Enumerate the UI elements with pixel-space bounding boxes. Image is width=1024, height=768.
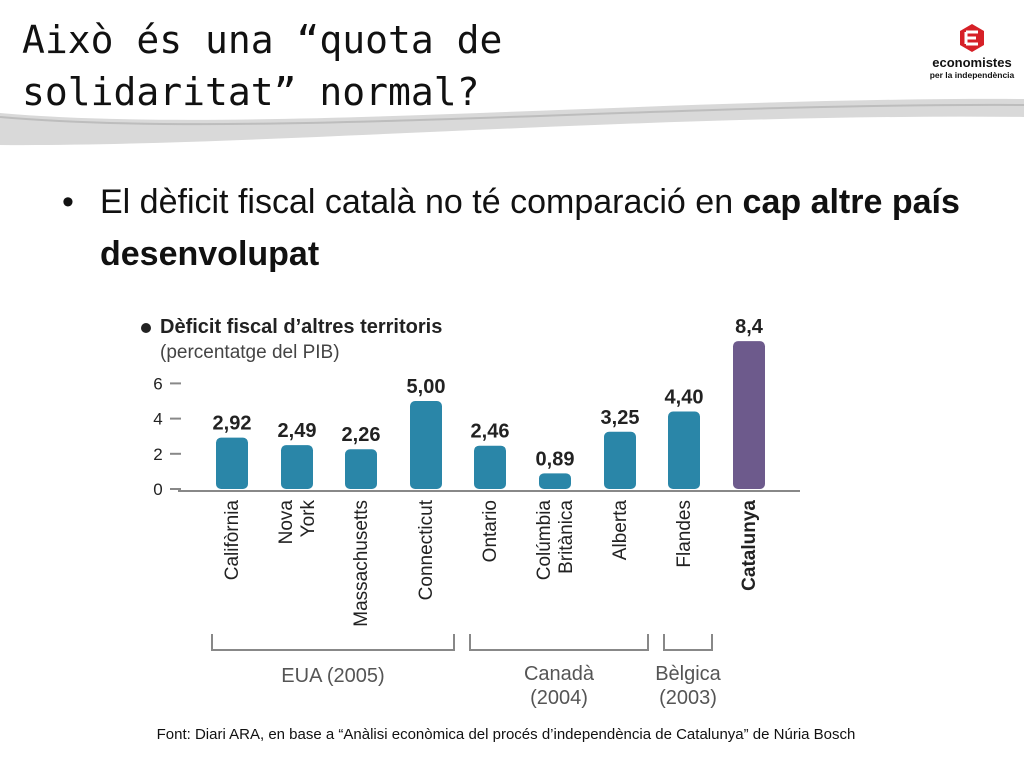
category-label-word: Alberta bbox=[610, 500, 631, 561]
group-bracket bbox=[211, 634, 455, 651]
group-label-line: (2003) bbox=[659, 687, 717, 709]
bar bbox=[410, 401, 442, 489]
category-label-word: Connecticut bbox=[416, 499, 437, 600]
category-label-word: Nova bbox=[276, 500, 297, 545]
bullet-text-bold: cap altre país desenvolupat bbox=[100, 183, 960, 273]
source-caption: Font: Diari ARA, en base a “Anàlisi econ… bbox=[156, 726, 856, 743]
category-label: Colúmbia Britànica bbox=[534, 500, 577, 581]
bar bbox=[733, 341, 765, 489]
title-line-1: Això és una “quota de bbox=[22, 18, 503, 62]
bar bbox=[216, 437, 248, 489]
bar-value-label: 5,00 bbox=[407, 376, 446, 398]
bar bbox=[604, 431, 636, 489]
category-label-word: Britànica bbox=[556, 500, 577, 574]
bar-value-label: 2,92 bbox=[213, 413, 252, 435]
group-label-line: Bèlgica bbox=[655, 663, 721, 685]
bar-value-label: 2,46 bbox=[471, 421, 510, 443]
y-tick-label: 4 bbox=[153, 410, 162, 429]
bar-value-label: 8,4 bbox=[735, 316, 764, 338]
group-label-line: Canadà bbox=[524, 663, 595, 685]
category-label: Nova York bbox=[276, 500, 319, 545]
category-label: Catalunya bbox=[739, 500, 760, 591]
bar-value-label: 2,26 bbox=[342, 424, 381, 446]
bar-value-label: 3,25 bbox=[601, 407, 640, 429]
group-label: Bèlgica(2003) bbox=[655, 663, 721, 709]
group-label: EUA (2005) bbox=[281, 665, 384, 687]
category-label-word: Califòrnia bbox=[222, 500, 243, 581]
header-swoosh bbox=[0, 98, 1024, 146]
category-label-word: Flandes bbox=[674, 500, 695, 568]
bullet-text: El dèficit fiscal català no té comparaci… bbox=[100, 176, 960, 280]
bar bbox=[345, 449, 377, 489]
category-label-word: Colúmbia bbox=[534, 500, 555, 581]
slide-title: Això és una “quota de solidaritat” normal… bbox=[22, 14, 502, 118]
group-bracket bbox=[663, 634, 713, 651]
bar bbox=[539, 473, 571, 489]
group-label-line: EUA (2005) bbox=[281, 665, 384, 687]
category-label: Connecticut bbox=[416, 499, 437, 600]
y-tick-label: 2 bbox=[153, 445, 162, 464]
category-label-word: Ontario bbox=[480, 500, 501, 562]
category-label: Califòrnia bbox=[222, 500, 243, 581]
category-label: Flandes bbox=[674, 500, 695, 568]
category-label-word: Massachusetts bbox=[351, 500, 372, 627]
category-label: Massachusetts bbox=[351, 500, 372, 627]
bar-value-label: 0,89 bbox=[536, 448, 575, 470]
category-label: Ontario bbox=[480, 500, 501, 562]
y-tick-label: 0 bbox=[153, 480, 162, 499]
chart-title-dot bbox=[141, 323, 151, 333]
bar bbox=[281, 445, 313, 489]
bar-value-label: 4,40 bbox=[665, 387, 704, 409]
bar bbox=[474, 445, 506, 489]
bar bbox=[668, 411, 700, 489]
brand-tagline: per la independència bbox=[929, 70, 1015, 80]
chart-subtitle: (percentatge del PIB) bbox=[160, 342, 340, 363]
bullet-marker: • bbox=[62, 183, 74, 221]
category-label-word: York bbox=[298, 500, 319, 538]
group-label: Canadà(2004) bbox=[524, 663, 595, 709]
bar-value-label: 2,49 bbox=[278, 420, 317, 442]
brand-mark-icon bbox=[960, 24, 984, 52]
category-label-word: Catalunya bbox=[739, 500, 760, 591]
y-tick-label: 6 bbox=[153, 374, 162, 393]
chart-title: Dèficit fiscal d’altres territoris bbox=[160, 316, 442, 338]
group-bracket bbox=[469, 634, 649, 651]
category-label: Alberta bbox=[610, 500, 631, 561]
bullet-text-plain: El dèficit fiscal català no té comparaci… bbox=[100, 183, 743, 221]
brand-logo: economistes per la independència bbox=[926, 22, 1018, 80]
title-line-2: solidaritat” normal? bbox=[22, 70, 480, 114]
brand-name: economistes bbox=[932, 55, 1012, 70]
group-label-line: (2004) bbox=[530, 687, 588, 709]
